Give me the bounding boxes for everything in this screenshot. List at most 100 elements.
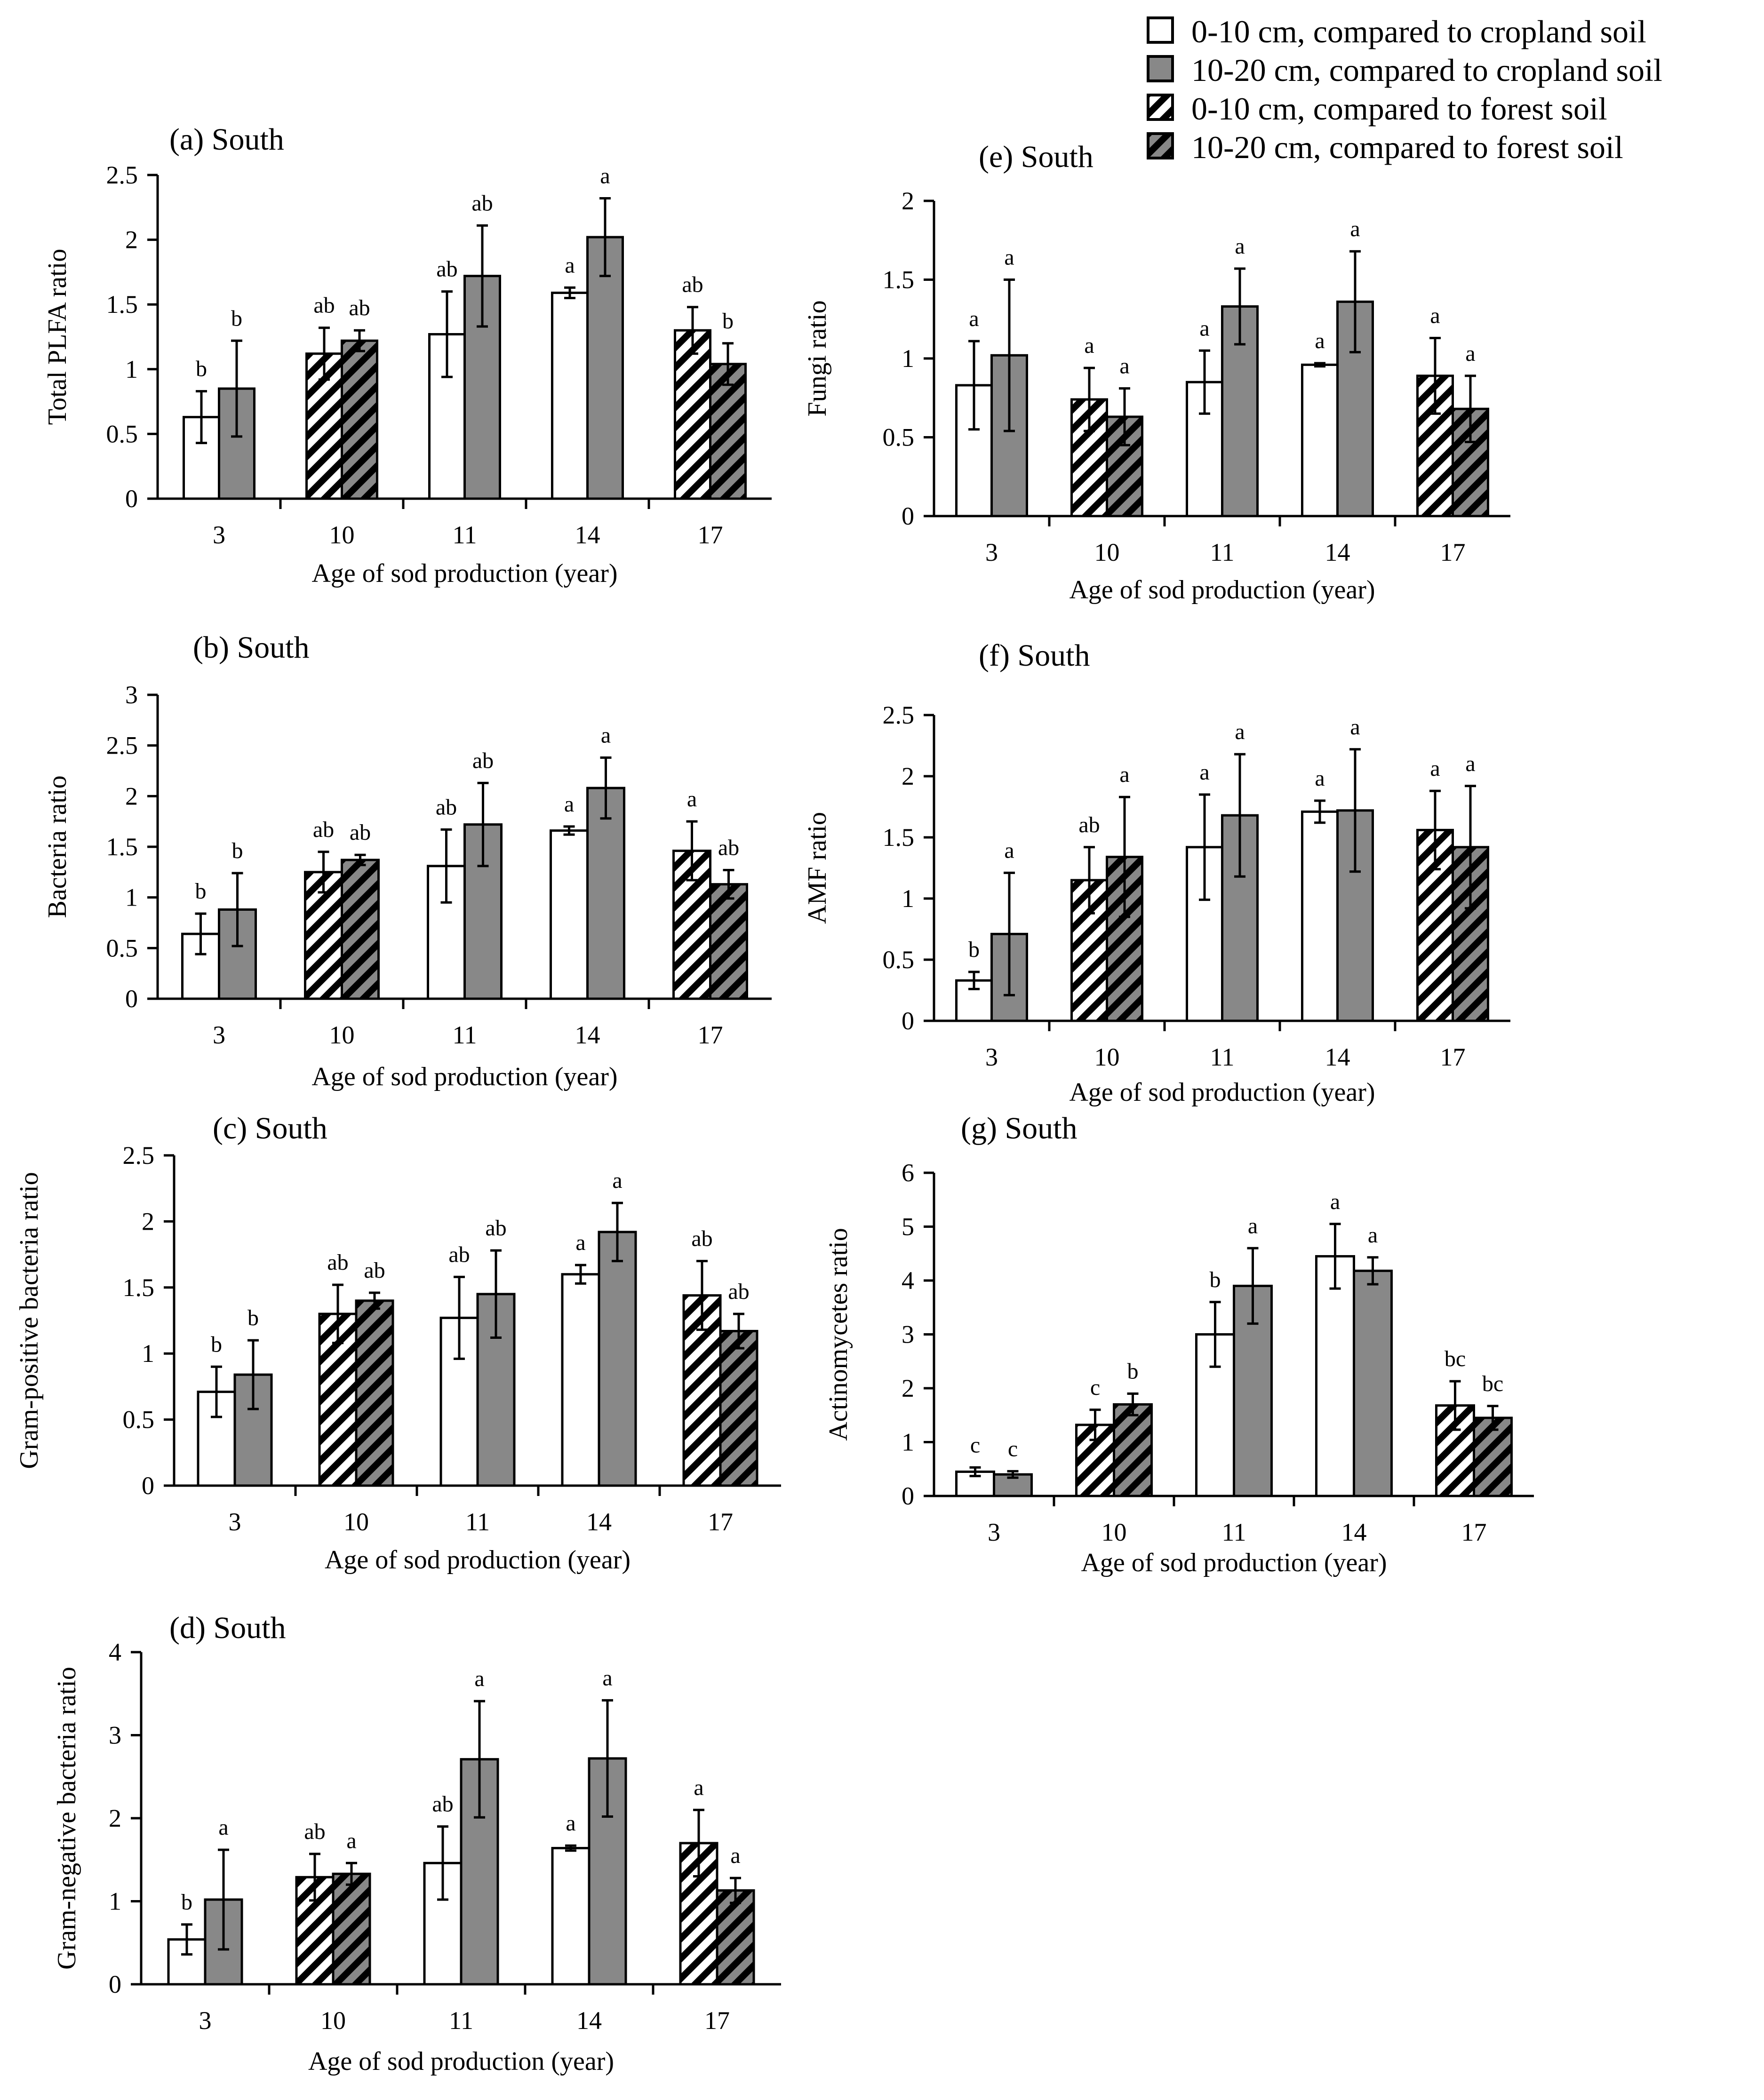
bar-hatch-gray — [716, 1889, 755, 1986]
significance-label: bc — [1445, 1346, 1466, 1371]
significance-label: ab — [471, 191, 493, 215]
significance-label: ab — [718, 835, 739, 860]
significance-label: a — [1004, 838, 1014, 863]
y-tick-label: 2 — [902, 1374, 914, 1402]
chart-panel-f: (f) South00.511.522.53ba10aba11aa14aa17a… — [803, 638, 1510, 1107]
y-tick-label: 1 — [109, 1887, 121, 1916]
panel-title: (e) South — [979, 140, 1094, 174]
significance-label: a — [601, 723, 611, 748]
significance-label: a — [1315, 766, 1325, 791]
x-axis-label: Age of sod production (year) — [311, 1062, 617, 1091]
panel-title: (g) South — [961, 1111, 1078, 1145]
x-tick-label: 3 — [985, 1043, 998, 1071]
bar-hatch-gray — [341, 339, 378, 500]
y-tick-label: 0 — [902, 1007, 914, 1035]
y-tick-label: 0 — [902, 1482, 914, 1510]
significance-label: a — [602, 1665, 612, 1690]
significance-label: a — [1199, 760, 1209, 785]
bar-hatch-gray — [355, 1299, 394, 1487]
x-tick-label: 11 — [465, 1508, 490, 1536]
significance-label: c — [970, 1432, 980, 1457]
bar-open — [1301, 363, 1339, 517]
significance-label: a — [1330, 1189, 1340, 1214]
x-tick-label: 14 — [1325, 1043, 1350, 1071]
significance-label: a — [1465, 751, 1475, 776]
x-tick-label: 14 — [575, 1021, 600, 1049]
chart-panel-e: (e) South00.511.523aa10aa11aa14aa17aaAge… — [803, 140, 1510, 605]
significance-label: ab — [691, 1226, 712, 1251]
y-tick-label: 0 — [142, 1472, 154, 1500]
significance-label: a — [566, 1811, 575, 1836]
legend-swatch-gray — [1147, 55, 1174, 82]
significance-label: ab — [327, 1250, 348, 1275]
significance-label: ab — [436, 795, 457, 819]
significance-label: b — [231, 306, 242, 331]
significance-label: ab — [364, 1258, 385, 1283]
y-tick-label: 1 — [902, 1428, 914, 1456]
bar-hatch-gray — [341, 859, 380, 1000]
significance-label: ab — [1078, 812, 1100, 837]
significance-label: ab — [350, 820, 371, 845]
x-tick-label: 10 — [320, 2006, 346, 2035]
y-tick-label: 1.5 — [883, 266, 915, 294]
legend-item-gray: 10-20 cm, compared to cropland soil — [1147, 52, 1662, 88]
significance-label: a — [1199, 316, 1209, 341]
x-tick-label: 3 — [988, 1518, 1000, 1546]
bar-hatch-gray — [709, 883, 748, 1000]
legend-item-open: 0-10 cm, compared to cropland soil — [1147, 14, 1646, 49]
x-tick-label: 11 — [1210, 538, 1235, 566]
significance-label: ab — [436, 257, 457, 282]
significance-label: a — [1119, 354, 1129, 379]
x-tick-label: 17 — [1461, 1518, 1487, 1546]
y-tick-label: 1.5 — [123, 1273, 155, 1302]
x-tick-label: 14 — [575, 521, 600, 549]
x-tick-label: 17 — [698, 521, 723, 549]
bar-hatch-gray — [1113, 1403, 1153, 1497]
significance-label: b — [195, 879, 207, 904]
significance-label: b — [1127, 1359, 1139, 1384]
significance-label: a — [730, 1843, 740, 1868]
panel-title: (b) South — [193, 630, 310, 665]
significance-label: a — [1248, 1213, 1258, 1238]
bar-hatch-white — [679, 1842, 718, 1986]
significance-label: b — [211, 1332, 222, 1357]
significance-label: ab — [448, 1242, 470, 1267]
y-tick-label: 3 — [125, 681, 138, 709]
legend-item-hatch-white: 0-10 cm, compared to forest soil — [1147, 91, 1607, 127]
significance-label: a — [1119, 762, 1129, 787]
x-tick-label: 10 — [329, 1021, 355, 1049]
x-tick-label: 11 — [1210, 1043, 1235, 1071]
x-tick-label: 11 — [449, 2006, 473, 2035]
x-axis-label: Age of sod production (year) — [1081, 1548, 1387, 1577]
x-tick-label: 14 — [1325, 538, 1350, 566]
y-tick-label: 1.5 — [883, 823, 915, 851]
significance-label: ab — [349, 295, 370, 320]
significance-label: b — [181, 1890, 192, 1915]
significance-label: a — [600, 164, 610, 189]
y-tick-label: 0.5 — [106, 420, 138, 448]
y-axis-label: Gram-negative bacteria ratio — [52, 1667, 81, 1970]
y-tick-label: 2.5 — [883, 701, 915, 729]
x-tick-label: 3 — [199, 2006, 212, 2035]
x-tick-label: 10 — [343, 1508, 369, 1536]
significance-label: a — [1084, 333, 1094, 358]
legend-item-hatch-gray: 10-20 cm, compared to forest soil — [1147, 129, 1623, 165]
significance-label: a — [687, 787, 697, 811]
bar-hatch-gray — [719, 1329, 758, 1487]
x-axis-label: Age of sod production (year) — [308, 2047, 614, 2076]
legend-label: 0-10 cm, compared to forest soil — [1191, 91, 1607, 127]
y-tick-label: 1 — [902, 884, 914, 913]
y-axis-label: Actinomycetes ratio — [824, 1228, 853, 1441]
significance-label: c — [1008, 1436, 1018, 1461]
significance-label: a — [1004, 245, 1014, 270]
y-tick-label: 0.5 — [123, 1406, 155, 1434]
significance-label: a — [1430, 303, 1440, 328]
significance-label: a — [969, 306, 979, 331]
bar-gray — [218, 908, 257, 1000]
legend-label: 0-10 cm, compared to cropland soil — [1191, 14, 1646, 49]
